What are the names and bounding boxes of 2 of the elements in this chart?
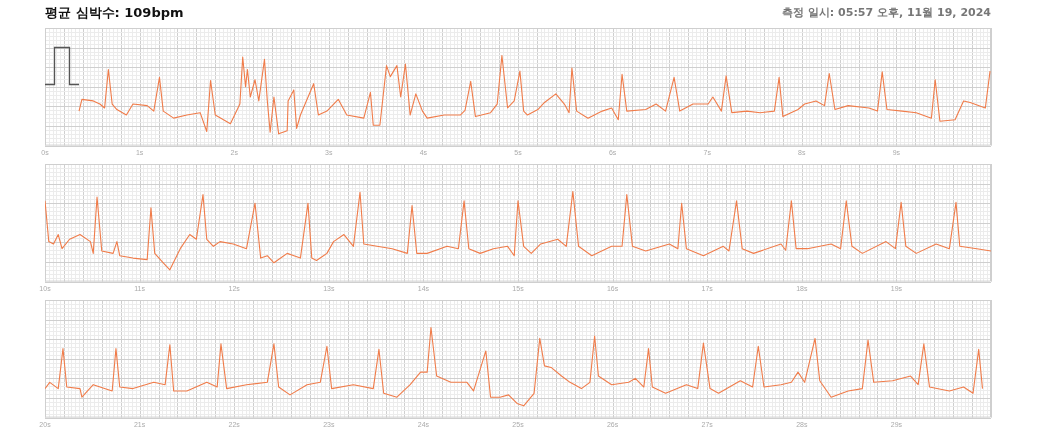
chart-subtitle: 측정 일시: 05:57 오후, 11월 19, 2024 xyxy=(782,5,991,20)
chart-title: 평균 심박수: 109bpm xyxy=(45,4,184,22)
